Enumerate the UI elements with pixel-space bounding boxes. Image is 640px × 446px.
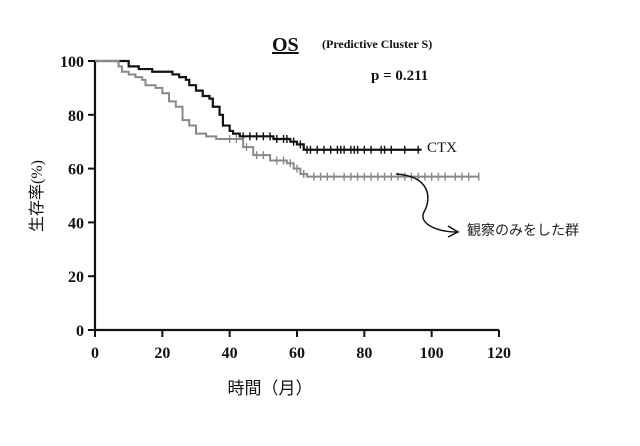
y-tick-label: 60 [68,162,84,179]
y-tick-label: 80 [68,108,84,125]
y-tick-label: 40 [68,215,84,232]
x-axis-label: 時間（月） [228,379,313,398]
axes: 0 20 40 60 80 100 0 20 40 60 80 100 120 [60,54,511,362]
y-tick-label: 100 [60,54,84,71]
series-label-ctx: CTX [427,140,457,156]
chart-subtitle: (Predictive Cluster S) [322,37,432,51]
x-tick-label: 60 [289,345,305,362]
x-tick-label: 20 [154,345,170,362]
x-tick-label: 80 [356,345,372,362]
x-tick-label: 100 [420,345,444,362]
series-label-observation: 観察のみをした群 [467,222,579,239]
label-pointer-arrow [396,174,457,232]
y-axis-label: 生存率(%) [28,160,46,232]
y-tick-label: 0 [76,323,84,340]
x-tick-label: 120 [487,345,511,362]
y-tick-label: 20 [68,269,84,286]
x-tick-label: 40 [222,345,238,362]
x-tick-label: 0 [91,345,99,362]
chart-title: OS [272,34,299,56]
p-value-annotation: p = 0.211 [371,68,428,84]
